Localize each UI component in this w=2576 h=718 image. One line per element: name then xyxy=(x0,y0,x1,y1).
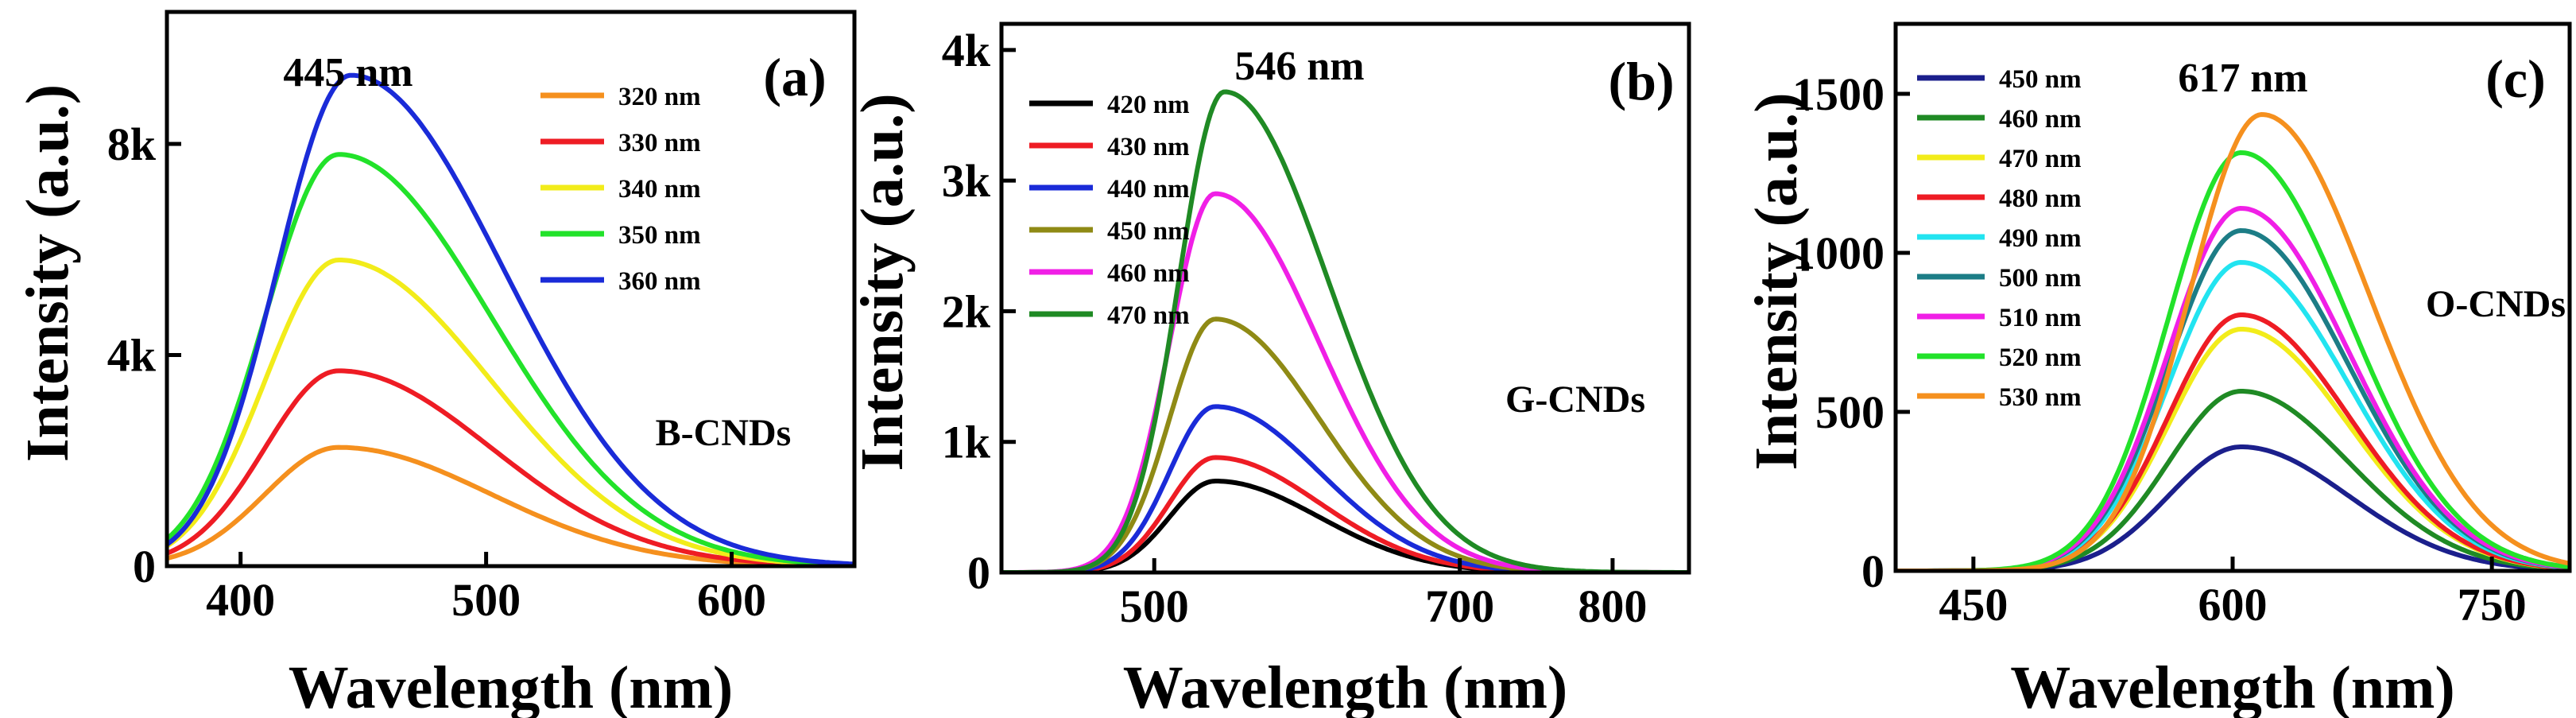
legend-label: 510 nm xyxy=(1999,304,2082,332)
series-line-330-nm xyxy=(167,368,854,566)
legend-label: 470 nm xyxy=(1999,145,2082,173)
legend-label: 430 nm xyxy=(1107,133,1190,161)
legend: 320 nm 330 nm 340 nm 350 nm 360 nm xyxy=(540,83,701,296)
y-tick-label: 1k xyxy=(942,417,991,468)
legend-label: 460 nm xyxy=(1107,259,1190,288)
legend-label: 360 nm xyxy=(618,267,701,296)
y-tick-label: 0 xyxy=(133,541,156,592)
y-tick-label: 0 xyxy=(1861,545,1885,597)
legend-label: 500 nm xyxy=(1999,264,2082,293)
y-axis-label: Intensity (a.u.) xyxy=(14,84,81,462)
panel-tag: (b) xyxy=(1608,51,1674,111)
series-line-440-nm xyxy=(1001,404,1689,572)
x-axis-label: Wavelength (nm) xyxy=(1123,654,1567,718)
legend-label: 520 nm xyxy=(1999,343,2082,372)
plot-frame xyxy=(999,21,1691,575)
series-line-470-nm xyxy=(1001,89,1689,572)
series-line-360-nm xyxy=(167,72,854,566)
series-line-350-nm xyxy=(167,152,854,566)
legend-label: 490 nm xyxy=(1999,224,2082,253)
x-tick-label: 600 xyxy=(697,574,766,626)
plot-frame xyxy=(165,10,857,569)
legend-label: 450 nm xyxy=(1107,217,1190,246)
legend-label: 460 nm xyxy=(1999,105,2082,134)
legend-label: 340 nm xyxy=(618,175,701,204)
series-line-450-nm xyxy=(1001,316,1689,572)
sample-name-label: B-CNDs xyxy=(656,412,792,454)
series-line-520-nm xyxy=(1896,150,2570,571)
legend-label: 470 nm xyxy=(1107,301,1190,330)
legend-label: 420 nm xyxy=(1107,91,1190,119)
legend-label: 450 nm xyxy=(1999,65,2082,94)
panel-b-g-cnds: 500 700 800 0 1k 2k 3k 4k Wavelength (nm) Intensi… xyxy=(849,21,1691,718)
legend-label: 530 nm xyxy=(1999,383,2082,412)
series-line-340-nm xyxy=(167,258,854,566)
panel-a-b-cnds: 400 500 600 0 4k 8k Wavelength (nm) Intensity (… xyxy=(14,10,857,718)
peak-wavelength-label: 617 nm xyxy=(2178,56,2307,101)
series-line-530-nm xyxy=(1896,112,2570,571)
legend-label: 480 nm xyxy=(1999,184,2082,213)
legend-label: 330 nm xyxy=(618,129,701,157)
x-tick-label: 500 xyxy=(1120,580,1189,632)
x-tick-label: 600 xyxy=(2198,579,2268,631)
x-tick-label: 400 xyxy=(206,574,275,626)
panel-c-o-cnds: 450 600 750 0 500 1000 1500 Wavelength (nm) Inte… xyxy=(1743,21,2572,718)
x-tick-label: 800 xyxy=(1578,580,1647,632)
x-tick-label: 750 xyxy=(2458,579,2527,631)
y-tick-label: 1500 xyxy=(1792,68,1885,120)
y-tick-label: 1000 xyxy=(1792,227,1885,279)
x-tick-label: 700 xyxy=(1425,580,1494,632)
y-tick-label: 0 xyxy=(967,547,990,599)
y-axis-label: Intensity (a.u.) xyxy=(849,93,916,471)
sample-name-label: G-CNDs xyxy=(1505,378,1645,421)
series-group xyxy=(167,72,854,566)
y-axis-label: Intensity (a.u.) xyxy=(1743,92,1810,470)
panel-tag: (c) xyxy=(2485,49,2545,109)
legend-label: 350 nm xyxy=(618,221,701,250)
y-tick-label: 2k xyxy=(942,285,991,337)
y-tick-label: 8k xyxy=(107,118,157,170)
legend-label: 440 nm xyxy=(1107,175,1190,204)
legend: 450 nm 460 nm 470 nm 480 nm 490 nm 500 nm 510 … xyxy=(1917,65,2082,412)
x-tick-label: 500 xyxy=(451,574,521,626)
panel-tag: (a) xyxy=(763,47,826,107)
series-group xyxy=(1896,112,2570,571)
x-tick-label: 450 xyxy=(1939,579,2008,631)
peak-wavelength-label: 445 nm xyxy=(283,50,413,95)
legend: 420 nm 430 nm 440 nm 450 nm 460 nm 470 nm xyxy=(1029,91,1190,330)
x-axis-label: Wavelength (nm) xyxy=(2010,654,2454,718)
peak-wavelength-label: 546 nm xyxy=(1234,44,1364,89)
x-axis-label: Wavelength (nm) xyxy=(289,654,733,718)
series-group xyxy=(1001,89,1689,572)
y-tick-label: 4k xyxy=(107,329,157,381)
series-line-500-nm xyxy=(1896,228,2570,571)
sample-name-label: O-CNDs xyxy=(2426,283,2566,325)
y-tick-label: 500 xyxy=(1815,386,1885,438)
legend-label: 320 nm xyxy=(618,83,701,111)
y-tick-label: 3k xyxy=(942,155,991,207)
y-tick-label: 4k xyxy=(942,25,991,76)
